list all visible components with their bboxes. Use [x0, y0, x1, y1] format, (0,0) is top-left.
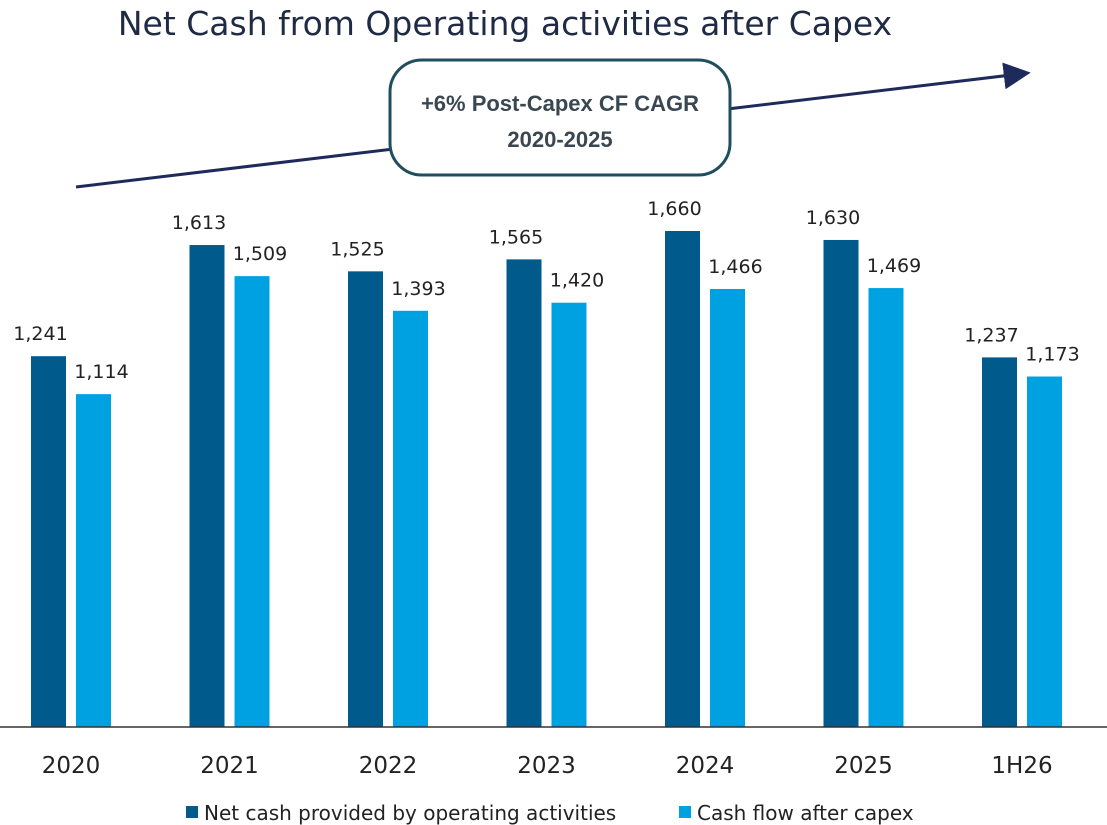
- value-label-net-cash-2023: 1,565: [489, 226, 543, 248]
- value-labels-group: 1,241 1,114 1,613 1,509 1,525 1,393 1,565 1,420…: [13, 198, 1079, 383]
- value-label-net-cash-2020: 1,241: [13, 323, 67, 345]
- bar-cash-after-capex-2020: [76, 394, 111, 727]
- chart-title: Net Cash from Operating activities after…: [118, 4, 892, 43]
- bar-net-cash-2021: [189, 245, 225, 727]
- value-label-cash-after-capex-1h26: 1,173: [1025, 344, 1079, 366]
- bar-net-cash-2020: [31, 356, 66, 727]
- x-tick-label-2020: 2020: [42, 753, 101, 779]
- legend-swatch-net-cash: [186, 806, 198, 818]
- value-label-net-cash-1h26: 1,237: [964, 324, 1018, 346]
- legend-label-net-cash: Net cash provided by operating activitie…: [204, 801, 616, 825]
- value-label-net-cash-2025: 1,630: [806, 207, 860, 229]
- x-tick-label-2024: 2024: [676, 753, 735, 779]
- x-tick-label-2022: 2022: [359, 753, 418, 779]
- legend-swatch-cash-after-capex: [679, 806, 691, 818]
- value-label-cash-after-capex-2021: 1,509: [233, 243, 287, 265]
- x-tick-label-2025: 2025: [834, 753, 893, 779]
- x-tick-label-2023: 2023: [517, 753, 576, 779]
- bar-net-cash-2022: [348, 271, 383, 727]
- x-tick-label-1h26: 1H26: [991, 753, 1052, 779]
- value-label-cash-after-capex-2024: 1,466: [708, 256, 762, 278]
- cagr-callout: +6% Post-Capex CF CAGR 2020-2025: [388, 58, 732, 177]
- value-label-net-cash-2024: 1,660: [647, 198, 701, 220]
- bar-net-cash-2024: [665, 231, 700, 727]
- legend: Net cash provided by operating activitie…: [186, 801, 914, 825]
- legend-label-cash-after-capex: Cash flow after capex: [697, 801, 914, 825]
- bar-net-cash-2025: [823, 239, 859, 727]
- bar-cash-after-capex-1h26: [1027, 376, 1062, 727]
- value-label-net-cash-2022: 1,525: [330, 238, 384, 260]
- cagr-callout-line2: 2020-2025: [507, 127, 612, 152]
- bar-cash-after-capex-2025: [868, 288, 904, 727]
- bar-net-cash-2023: [506, 259, 542, 727]
- x-tick-label-2021: 2021: [200, 753, 259, 779]
- bar-cash-after-capex-2022: [393, 310, 428, 727]
- value-label-cash-after-capex-2022: 1,393: [391, 278, 445, 300]
- bar-cash-after-capex-2023: [551, 302, 587, 727]
- value-label-cash-after-capex-2025: 1,469: [867, 255, 921, 277]
- value-label-net-cash-2021: 1,613: [172, 212, 226, 234]
- bar-net-cash-1h26: [982, 357, 1017, 727]
- bar-cash-after-capex-2021: [234, 276, 270, 727]
- x-tick-labels-group: 2020 2021 2022 2023 2024 2025 1H26: [42, 753, 1053, 779]
- cagr-callout-box: [388, 58, 732, 177]
- bar-cash-after-capex-2024: [710, 288, 745, 727]
- bars-group: [31, 231, 1062, 727]
- value-label-cash-after-capex-2020: 1,114: [74, 361, 128, 383]
- value-label-cash-after-capex-2023: 1,420: [550, 270, 604, 292]
- cagr-callout-line1: +6% Post-Capex CF CAGR: [421, 91, 699, 116]
